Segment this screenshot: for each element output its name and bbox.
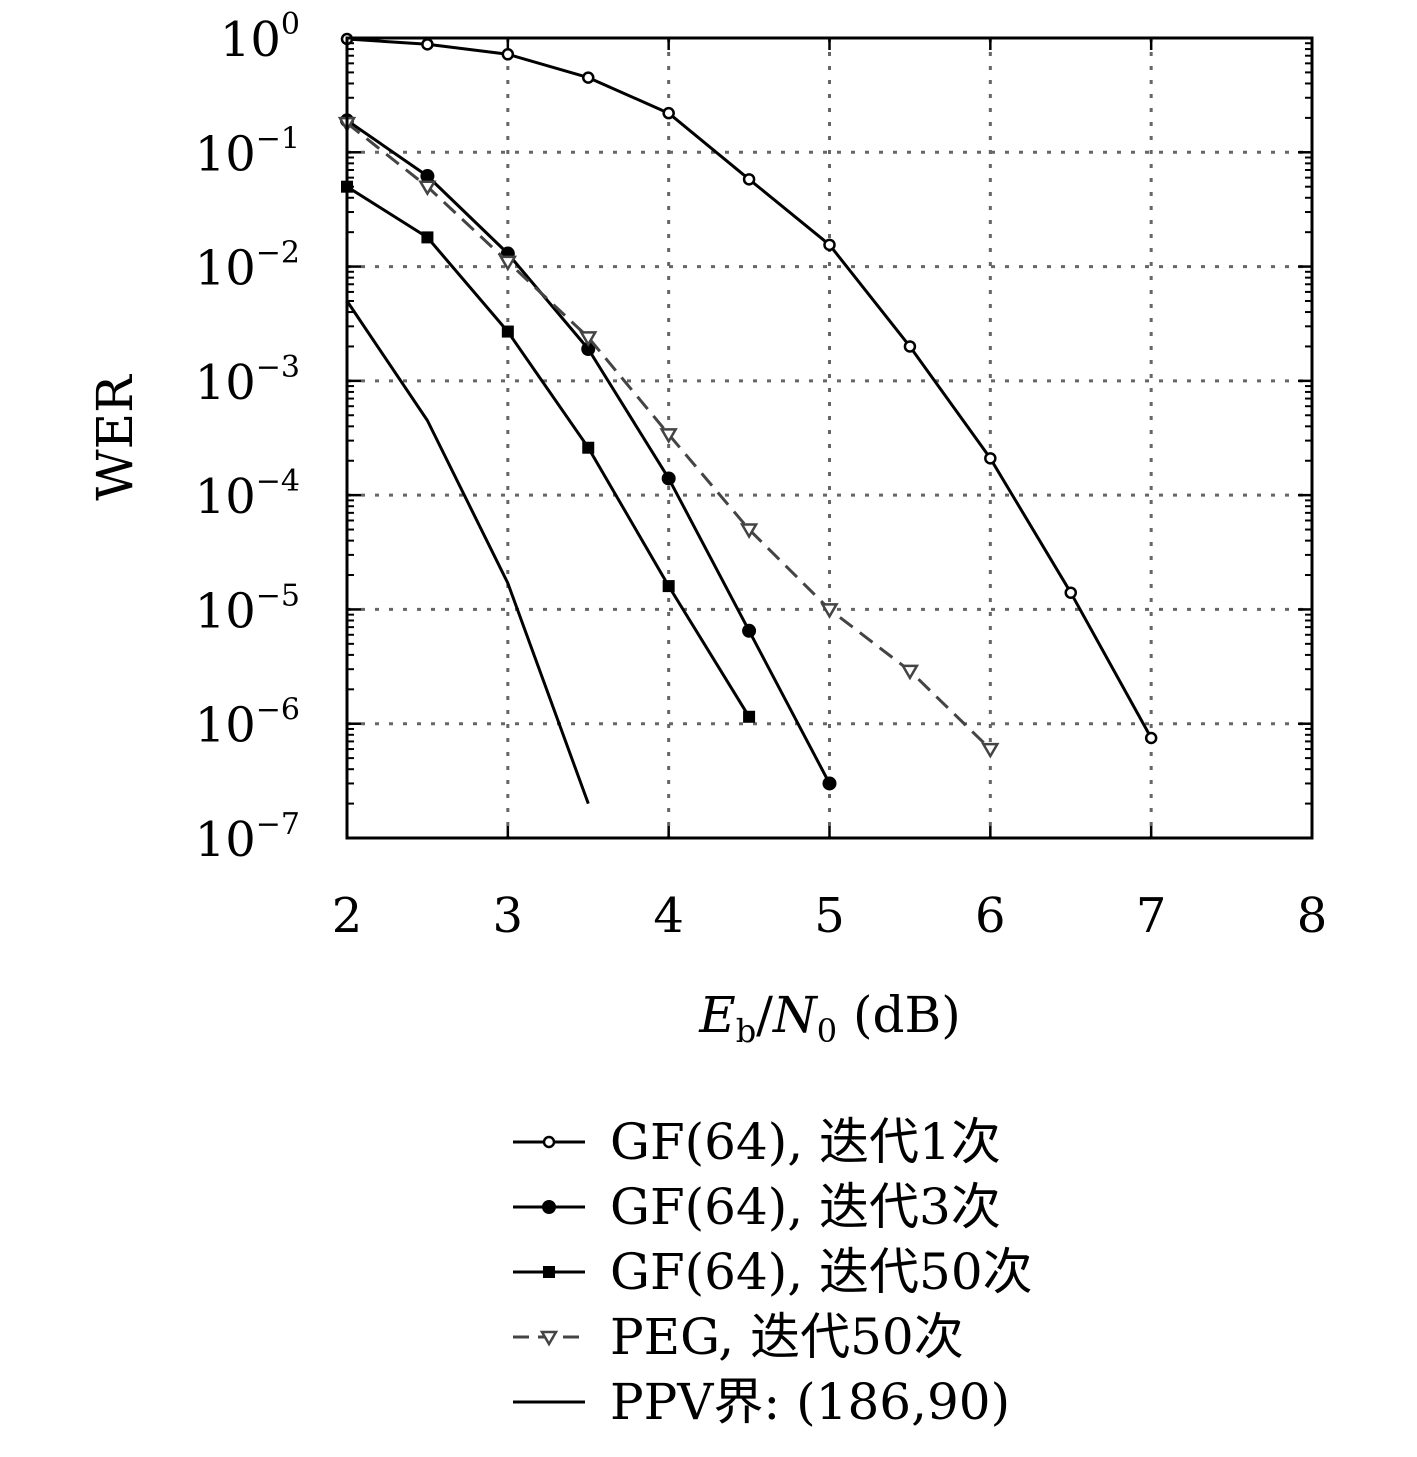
series-line <box>346 121 992 751</box>
y-tick-exponent: −6 <box>256 693 300 728</box>
series-3 <box>337 116 1000 759</box>
series-4 <box>345 300 590 805</box>
y-tick-base: 10 <box>195 469 256 525</box>
x-tick-label: 6 <box>975 888 1006 944</box>
data-point <box>418 180 437 197</box>
legend: GF(64), 迭代1次 GF(64), 迭代3次 GF(64), 迭代50次 PEG… <box>513 1113 1033 1431</box>
legend-entry: GF(64), 迭代50次 <box>513 1243 1033 1301</box>
y-tick-base: 10 <box>220 12 281 68</box>
data-point <box>501 48 515 61</box>
y-tick-label: 10−5 <box>195 578 300 639</box>
y-tick-label: 10−7 <box>195 807 300 868</box>
y-tick-label: 10−4 <box>195 464 300 525</box>
y-tick-exponent: −3 <box>256 350 300 385</box>
legend-label: PEG, 迭代50次 <box>610 1308 964 1366</box>
legend-entry: GF(64), 迭代3次 <box>513 1178 1001 1236</box>
data-point <box>903 340 917 353</box>
data-point <box>582 441 595 454</box>
x-tick-label: 2 <box>332 888 363 944</box>
data-point <box>542 1135 556 1149</box>
data-point <box>743 710 756 723</box>
y-tick-base: 10 <box>195 698 256 754</box>
legend-label: GF(64), 迭代3次 <box>610 1178 1001 1236</box>
data-point <box>498 255 518 272</box>
series-lines <box>337 32 1158 805</box>
data-point <box>1144 731 1158 745</box>
legend-entry: GF(64), 迭代1次 <box>513 1113 1001 1171</box>
data-point <box>981 742 1000 759</box>
legend-label: GF(64), 迭代1次 <box>610 1113 1001 1171</box>
y-tick-label: 10−1 <box>195 121 300 182</box>
data-point <box>984 452 997 465</box>
y-tick-exponent: −2 <box>256 236 300 271</box>
legend-label: GF(64), 迭代50次 <box>610 1243 1033 1301</box>
series-line <box>345 300 590 805</box>
grid-lines <box>347 38 1312 838</box>
data-point <box>739 523 759 540</box>
y-tick-label: 10−2 <box>195 236 300 297</box>
x-axis-label-sep: / <box>756 986 773 1044</box>
series-line <box>346 185 751 718</box>
data-point <box>662 106 675 120</box>
legend-label: PPV界: (186,90) <box>610 1373 1010 1431</box>
data-point <box>900 664 920 681</box>
x-axis-label-main: E <box>698 986 736 1044</box>
x-tick-label: 5 <box>814 888 845 944</box>
series-2 <box>341 180 756 723</box>
data-point <box>579 331 598 347</box>
y-tick-base: 10 <box>195 355 256 411</box>
y-tick-exponent: −5 <box>256 578 300 613</box>
data-point <box>659 428 678 444</box>
x-tick-label: 3 <box>493 888 524 944</box>
data-point <box>542 1200 556 1214</box>
data-point <box>742 623 757 638</box>
plot-frame <box>345 36 1314 840</box>
y-tick-exponent: −4 <box>256 464 300 499</box>
y-tick-base: 10 <box>195 583 256 639</box>
axis-ticks <box>345 36 1314 840</box>
data-point <box>582 71 595 84</box>
data-point <box>662 580 675 593</box>
y-tick-exponent: −1 <box>256 121 300 156</box>
x-axis-label-sub2: 0 <box>817 1012 837 1050</box>
data-point <box>1064 586 1077 599</box>
data-point <box>742 173 756 186</box>
data-point <box>822 776 837 791</box>
data-point <box>820 603 839 619</box>
data-point <box>823 238 836 252</box>
y-tick-base: 10 <box>195 812 256 868</box>
y-axis-label: WER <box>86 374 144 501</box>
x-tick-label: 8 <box>1297 888 1328 944</box>
y-tick-label: 10−3 <box>195 350 300 411</box>
data-point <box>421 231 434 244</box>
y-tick-base: 10 <box>195 241 256 297</box>
y-tick-base: 10 <box>195 126 256 182</box>
x-axis-label-main2: N <box>772 986 819 1044</box>
x-tick-label: 4 <box>653 888 684 944</box>
data-point <box>501 325 514 338</box>
data-point <box>539 1330 559 1347</box>
legend-entry: PPV界: (186,90) <box>513 1373 1010 1431</box>
y-tick-label: 100 <box>220 7 300 68</box>
y-tick-exponent: 0 <box>281 7 300 42</box>
x-axis-label-sub: b <box>736 1012 756 1050</box>
legend-entry: PEG, 迭代50次 <box>513 1308 964 1366</box>
x-tick-label: 7 <box>1136 888 1167 944</box>
y-tick-exponent: −7 <box>256 807 300 842</box>
y-tick-label: 10−6 <box>195 693 300 754</box>
data-point <box>661 471 676 486</box>
data-point <box>543 1266 555 1278</box>
data-point <box>421 38 434 51</box>
x-axis-label-unit: (dB) <box>837 986 961 1044</box>
x-axis-label: Eb/N0 (dB) <box>698 986 961 1050</box>
